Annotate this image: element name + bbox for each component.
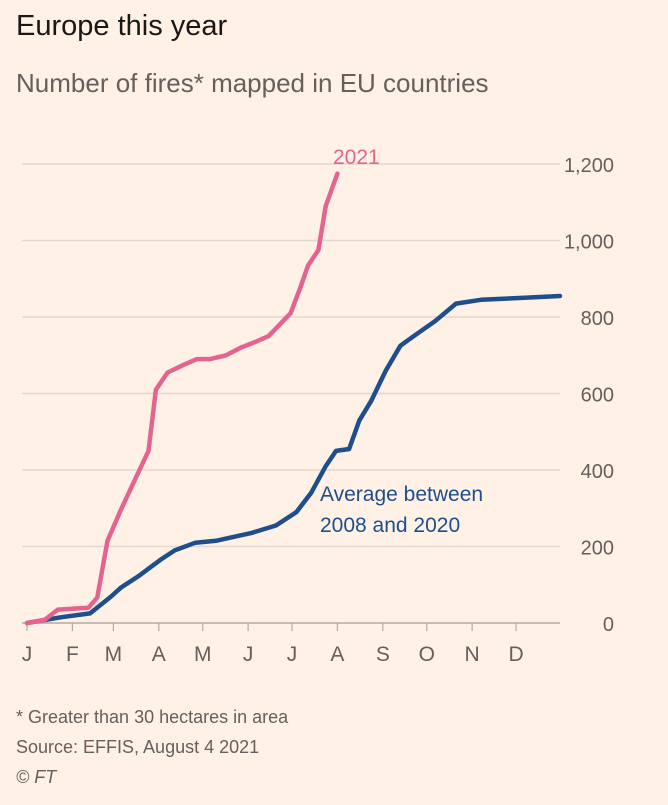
chart-title: Europe this year [16, 10, 228, 42]
y-tick-label: 800 [581, 308, 614, 330]
series-line-average [24, 293, 563, 626]
chart-subtitle: Number of fires* mapped in EU countries [16, 68, 489, 98]
y-tick-label: 400 [581, 461, 614, 483]
y-tick-label: 600 [581, 385, 614, 407]
x-tick-label: A [152, 643, 166, 666]
x-tick-label: J [243, 643, 254, 666]
x-tick-label: S [376, 643, 390, 666]
series-label-average-line2: 2008 and 2020 [320, 514, 460, 537]
x-tick-label: F [66, 643, 79, 666]
x-tick-label: M [105, 643, 123, 666]
source-note: Source: EFFIS, August 4 2021 [16, 737, 260, 757]
footnote: * Greater than 30 hectares in area [16, 707, 289, 727]
series-label-2021: 2021 [333, 146, 380, 169]
y-tick-label: 200 [581, 538, 614, 560]
series-line-2021 [24, 171, 340, 626]
y-tick-label: 1,200 [564, 155, 614, 177]
series-label-average-line1: Average between [320, 483, 483, 506]
x-tick-label: O [419, 643, 435, 666]
x-tick-label: N [465, 643, 480, 666]
x-tick-label: D [508, 643, 523, 666]
x-tick-label: J [22, 643, 33, 666]
line-chart: 0 200 400 600 800 1,000 1,200 J F M A M J J A S O N D 202… [22, 146, 614, 666]
x-tick-label: J [287, 643, 298, 666]
x-tick-label: M [194, 643, 212, 666]
copyright: © FT [16, 767, 57, 787]
y-tick-label: 1,000 [564, 232, 614, 254]
x-tick-label: A [330, 643, 344, 666]
y-tick-label: 0 [603, 614, 614, 636]
